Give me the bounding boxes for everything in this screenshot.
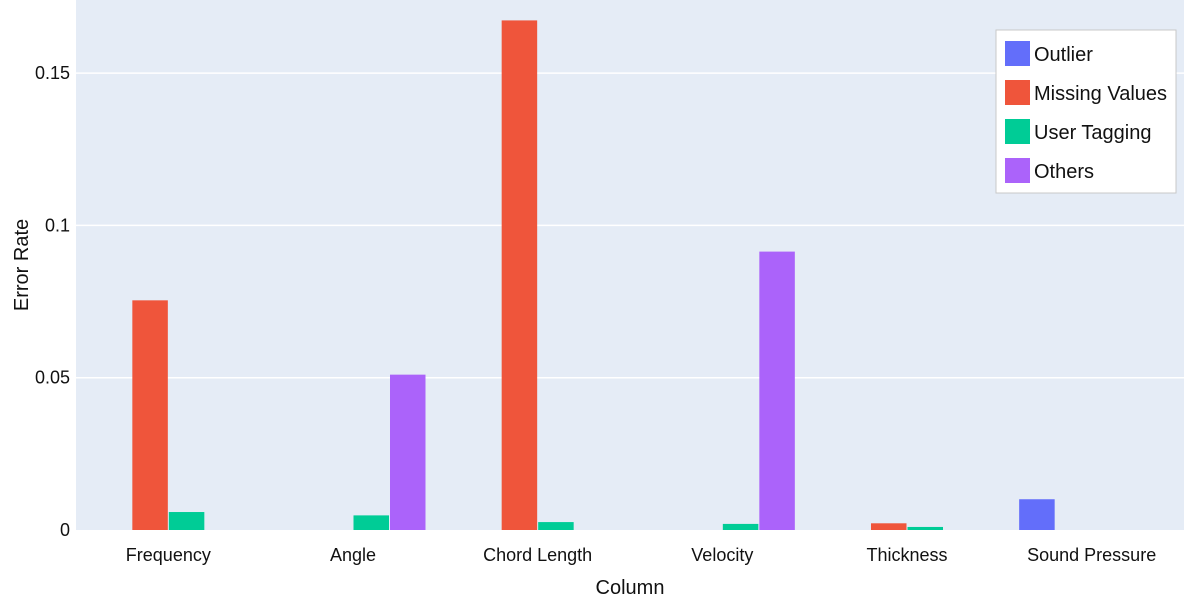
bar — [353, 515, 389, 530]
legend-label: Outlier — [1034, 44, 1093, 66]
bar — [538, 522, 574, 530]
bar — [907, 526, 943, 530]
legend-swatch — [1005, 80, 1030, 105]
legend-label: Others — [1034, 161, 1094, 183]
legend-label: User Tagging — [1034, 122, 1151, 144]
bar — [1019, 499, 1055, 530]
bars — [132, 20, 1055, 530]
legend: Outlier Missing Values User Tagging Others — [995, 29, 1177, 194]
x-axis-title: Column — [596, 577, 665, 597]
x-tick-label: Velocity — [691, 545, 753, 565]
y-tick-label: 0.1 — [45, 215, 70, 235]
y-tick-label: 0.05 — [35, 368, 70, 388]
bar — [722, 523, 759, 530]
legend-swatch — [1005, 158, 1030, 183]
legend-label: Missing Values — [1034, 83, 1167, 105]
legend-swatch — [1005, 41, 1030, 66]
x-tick-label: Sound Pressure — [1027, 545, 1156, 565]
bar — [390, 374, 426, 530]
y-tick-label: 0.15 — [35, 63, 70, 83]
y-axis-title: Error Rate — [11, 219, 33, 311]
y-tick-labels: 0 0.05 0.1 0.15 — [35, 63, 70, 540]
bar — [871, 523, 907, 530]
bar — [501, 20, 538, 530]
y-tick-label: 0 — [60, 520, 70, 540]
legend-swatch — [1005, 119, 1030, 144]
bar — [168, 512, 205, 530]
x-tick-label: Frequency — [126, 545, 211, 565]
bar — [759, 251, 795, 530]
x-tick-labels: Frequency Angle Chord Length Velocity Thickn… — [126, 545, 1156, 565]
bar — [132, 300, 168, 530]
x-tick-label: Thickness — [866, 545, 947, 565]
x-tick-label: Chord Length — [483, 545, 592, 565]
x-tick-label: Angle — [330, 545, 376, 565]
